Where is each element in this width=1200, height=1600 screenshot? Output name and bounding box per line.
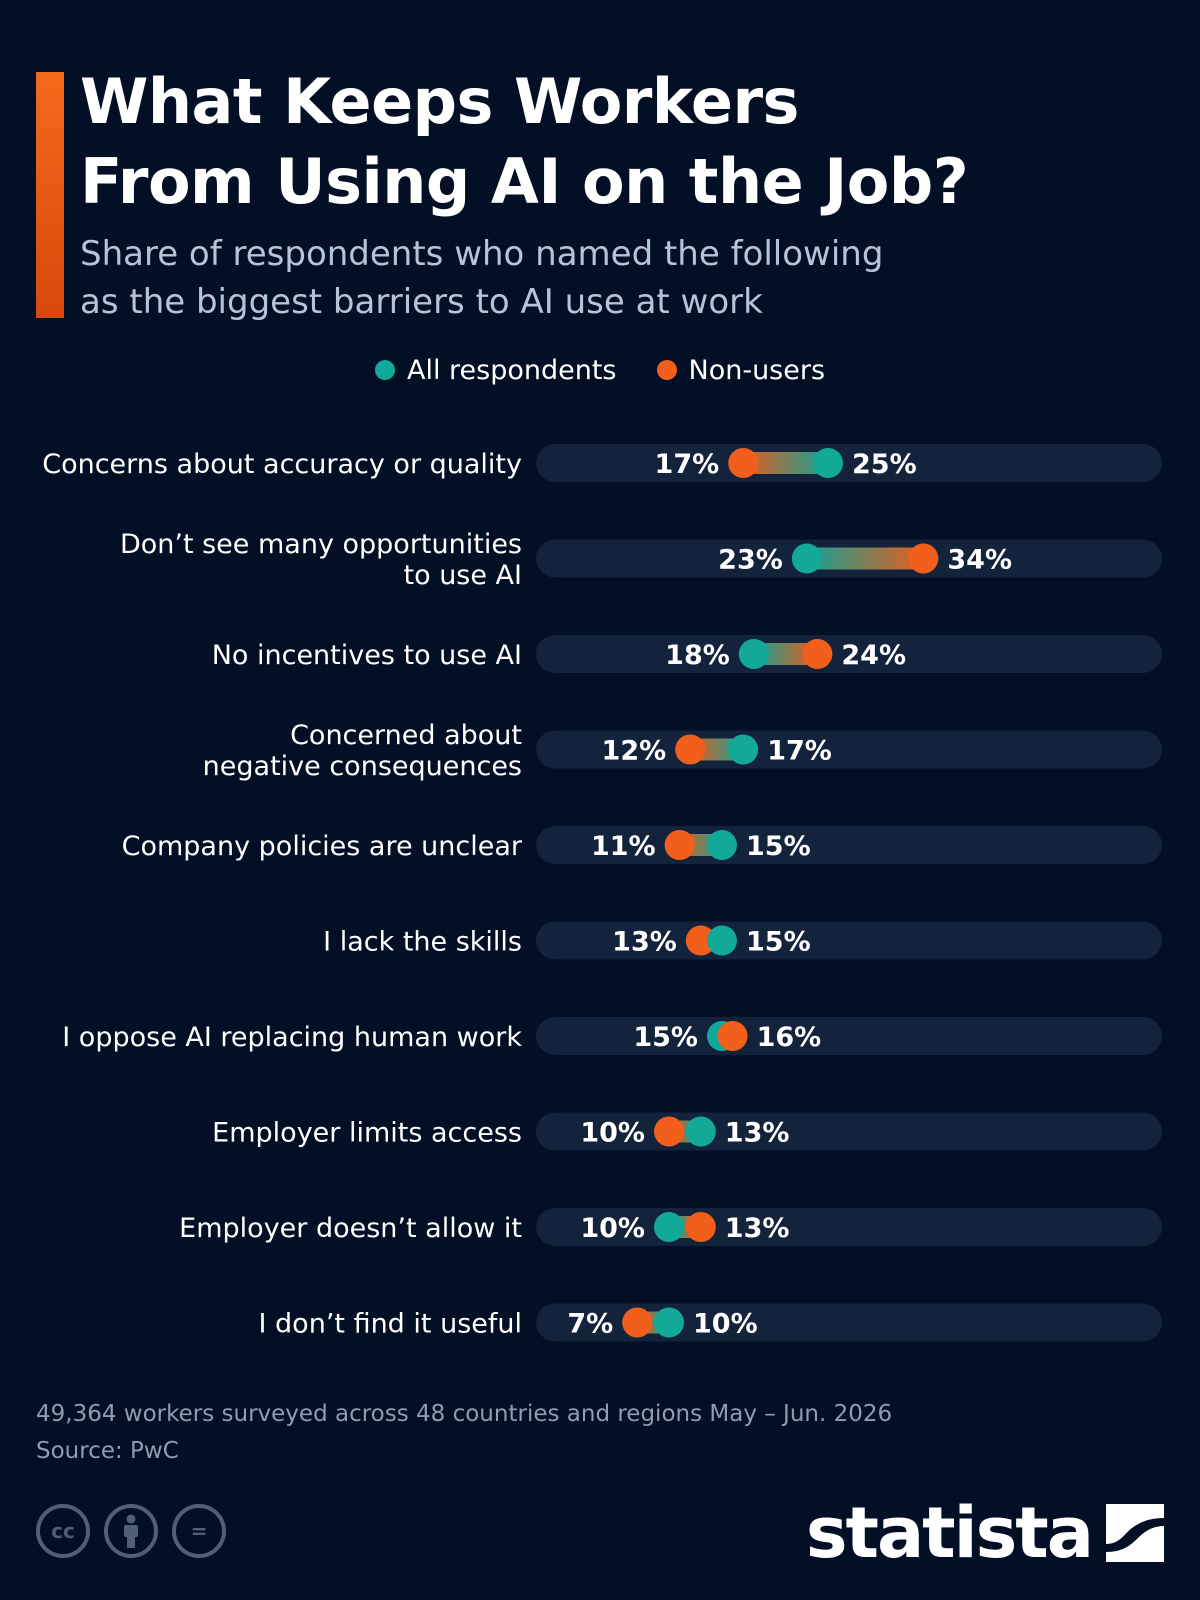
category-label: Employer doesn’t allow it (179, 1213, 522, 1244)
source-note: Source: PwC (36, 1438, 179, 1464)
dot-non-users (664, 830, 695, 860)
value-label-non-users: 11% (591, 831, 656, 862)
value-label-all-respondents: 15% (746, 927, 811, 958)
statista-logo-text: statista (805, 1492, 1094, 1574)
statista-logo: statista (806, 1498, 1164, 1568)
value-label-non-users: 13% (612, 927, 677, 958)
dot-non-users (654, 1116, 684, 1147)
legend-item-all-respondents: All respondents (374, 354, 617, 386)
range-connector (743, 452, 828, 474)
category-label: Concerned about (290, 720, 522, 751)
value-label-all-respondents: 10% (580, 1213, 645, 1244)
category-label: Concerns about accuracy or quality (42, 449, 522, 480)
equals-icon: = (172, 1504, 226, 1558)
license-icons: cc = (36, 1504, 226, 1558)
legend-dot-all-respondents (374, 360, 395, 380)
category-label: Employer limits access (212, 1118, 522, 1149)
category-label: No incentives to use AI (212, 640, 522, 671)
dot-non-users (622, 1307, 653, 1338)
row-track (536, 1017, 1162, 1055)
category-label: I don’t find it useful (259, 1309, 523, 1340)
value-label-non-users: 24% (841, 640, 906, 671)
chart-subtitle-line-1: Share of respondents who named the follo… (80, 234, 884, 274)
chart-row: I lack the skills 13% 15% (323, 921, 1162, 960)
dot-non-users (675, 734, 706, 765)
value-label-non-users: 7% (567, 1309, 613, 1340)
dot-all-respondents (707, 830, 737, 860)
value-label-non-users: 17% (655, 449, 720, 480)
dot-all-respondents (654, 1212, 684, 1242)
row-track (536, 635, 1162, 673)
survey-note: 49,364 workers surveyed across 48 countr… (36, 1401, 893, 1427)
chart-row: I oppose AI replacing human work 15% 16% (62, 1017, 1162, 1055)
value-label-all-respondents: 13% (725, 1118, 790, 1149)
dot-all-respondents (728, 734, 759, 765)
chart-row: I don’t find it useful 7% 10% (259, 1303, 1162, 1342)
category-label: negative consequences (203, 751, 522, 782)
statista-logo-mark (1106, 1504, 1164, 1562)
person-icon (104, 1504, 158, 1558)
value-label-all-respondents: 23% (718, 545, 783, 576)
footnote: 49,364 workers surveyed across 48 countr… (36, 1396, 892, 1470)
value-label-non-users: 34% (947, 545, 1012, 576)
dumbbell-chart: Concerns about accuracy or quality 17% 25%… (42, 444, 1162, 1342)
chart-row: No incentives to use AI 18% 24% (212, 635, 1162, 673)
dot-all-respondents (685, 1116, 716, 1147)
chart-row: Company policies are unclear 11% 15% (122, 826, 1162, 864)
value-label-all-respondents: 15% (746, 831, 811, 862)
dot-all-respondents (791, 543, 822, 574)
range-connector (806, 547, 924, 570)
dot-all-respondents (813, 448, 843, 478)
equals-icon-text: = (190, 1519, 208, 1543)
legend-label-all-respondents: All respondents (406, 354, 617, 386)
value-label-non-users: 16% (757, 1022, 822, 1053)
value-label-all-respondents: 18% (665, 640, 730, 671)
dot-all-respondents (738, 639, 769, 669)
dot-non-users (728, 448, 759, 478)
chart-title-line-2: From Using AI on the Job? (80, 145, 969, 218)
value-label-all-respondents: 10% (693, 1309, 758, 1340)
category-label: I oppose AI replacing human work (62, 1022, 522, 1053)
dot-all-respondents (707, 925, 737, 956)
legend-dot-non-users (656, 360, 677, 380)
legend-label-non-users: Non-users (688, 354, 826, 386)
person-icon-glyph (124, 1514, 138, 1548)
chart-title: What Keeps Workers From Using AI on the … (80, 62, 1160, 222)
chart-rows: Concerns about accuracy or quality 17% 25%… (42, 444, 1162, 1342)
dot-non-users (802, 639, 833, 669)
chart-subtitle-line-2: as the biggest barriers to AI use at wor… (80, 282, 763, 322)
chart-subtitle: Share of respondents who named the follo… (80, 230, 1160, 326)
value-label-non-users: 12% (602, 736, 667, 767)
cc-icon-text: cc (51, 1519, 75, 1543)
dot-non-users (908, 543, 939, 574)
cc-icon: cc (36, 1504, 90, 1558)
chart-row: Employer limits access 10% 13% (212, 1112, 1162, 1151)
row-track (536, 1303, 1162, 1342)
category-label: I lack the skills (323, 927, 522, 958)
dot-all-respondents (654, 1307, 684, 1338)
value-label-all-respondents: 25% (852, 449, 917, 480)
value-label-non-users: 13% (725, 1213, 790, 1244)
legend-item-non-users: Non-users (656, 354, 826, 386)
dot-non-users (717, 1021, 748, 1051)
dot-non-users (685, 1212, 716, 1242)
chart-title-line-1: What Keeps Workers (80, 65, 799, 138)
category-label: Company policies are unclear (122, 831, 523, 862)
category-label: Don’t see many opportunities (120, 529, 522, 560)
value-label-all-respondents: 17% (767, 736, 832, 767)
chart-row: Concerns about accuracy or quality 17% 25% (42, 444, 1162, 482)
range-connector (753, 643, 818, 665)
title-accent-bar (36, 72, 64, 318)
value-label-non-users: 10% (580, 1118, 645, 1149)
category-label: to use AI (404, 560, 523, 591)
row-track (536, 444, 1162, 482)
dot-non-users (685, 925, 716, 956)
chart-legend: All respondents Non-users (0, 352, 1200, 388)
value-label-all-respondents: 15% (633, 1022, 698, 1053)
chart-row: Employer doesn’t allow it 10% 13% (179, 1208, 1162, 1246)
